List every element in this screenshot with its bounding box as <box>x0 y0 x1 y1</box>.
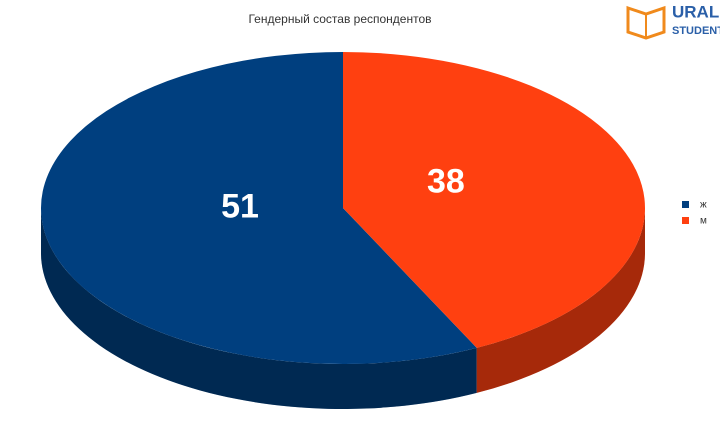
slice-side <box>476 208 645 393</box>
slice <box>343 52 646 348</box>
slice-side-shade <box>41 208 477 409</box>
legend-swatch <box>682 217 689 224</box>
logo: URAL STUDENT <box>626 2 720 40</box>
logo-text: URAL <box>672 2 719 21</box>
chart-title: Гендерный состав респондентов <box>248 12 431 26</box>
legend-swatch <box>682 201 689 208</box>
legend-label: м <box>700 216 707 227</box>
logo-text: STUDENT <box>672 25 720 37</box>
data-label: 51 <box>221 187 259 225</box>
data-label: 38 <box>427 163 465 201</box>
slice <box>40 52 477 364</box>
slice-side-shade <box>476 208 645 393</box>
slice-side <box>41 208 477 409</box>
legend-label: ж <box>700 200 707 211</box>
